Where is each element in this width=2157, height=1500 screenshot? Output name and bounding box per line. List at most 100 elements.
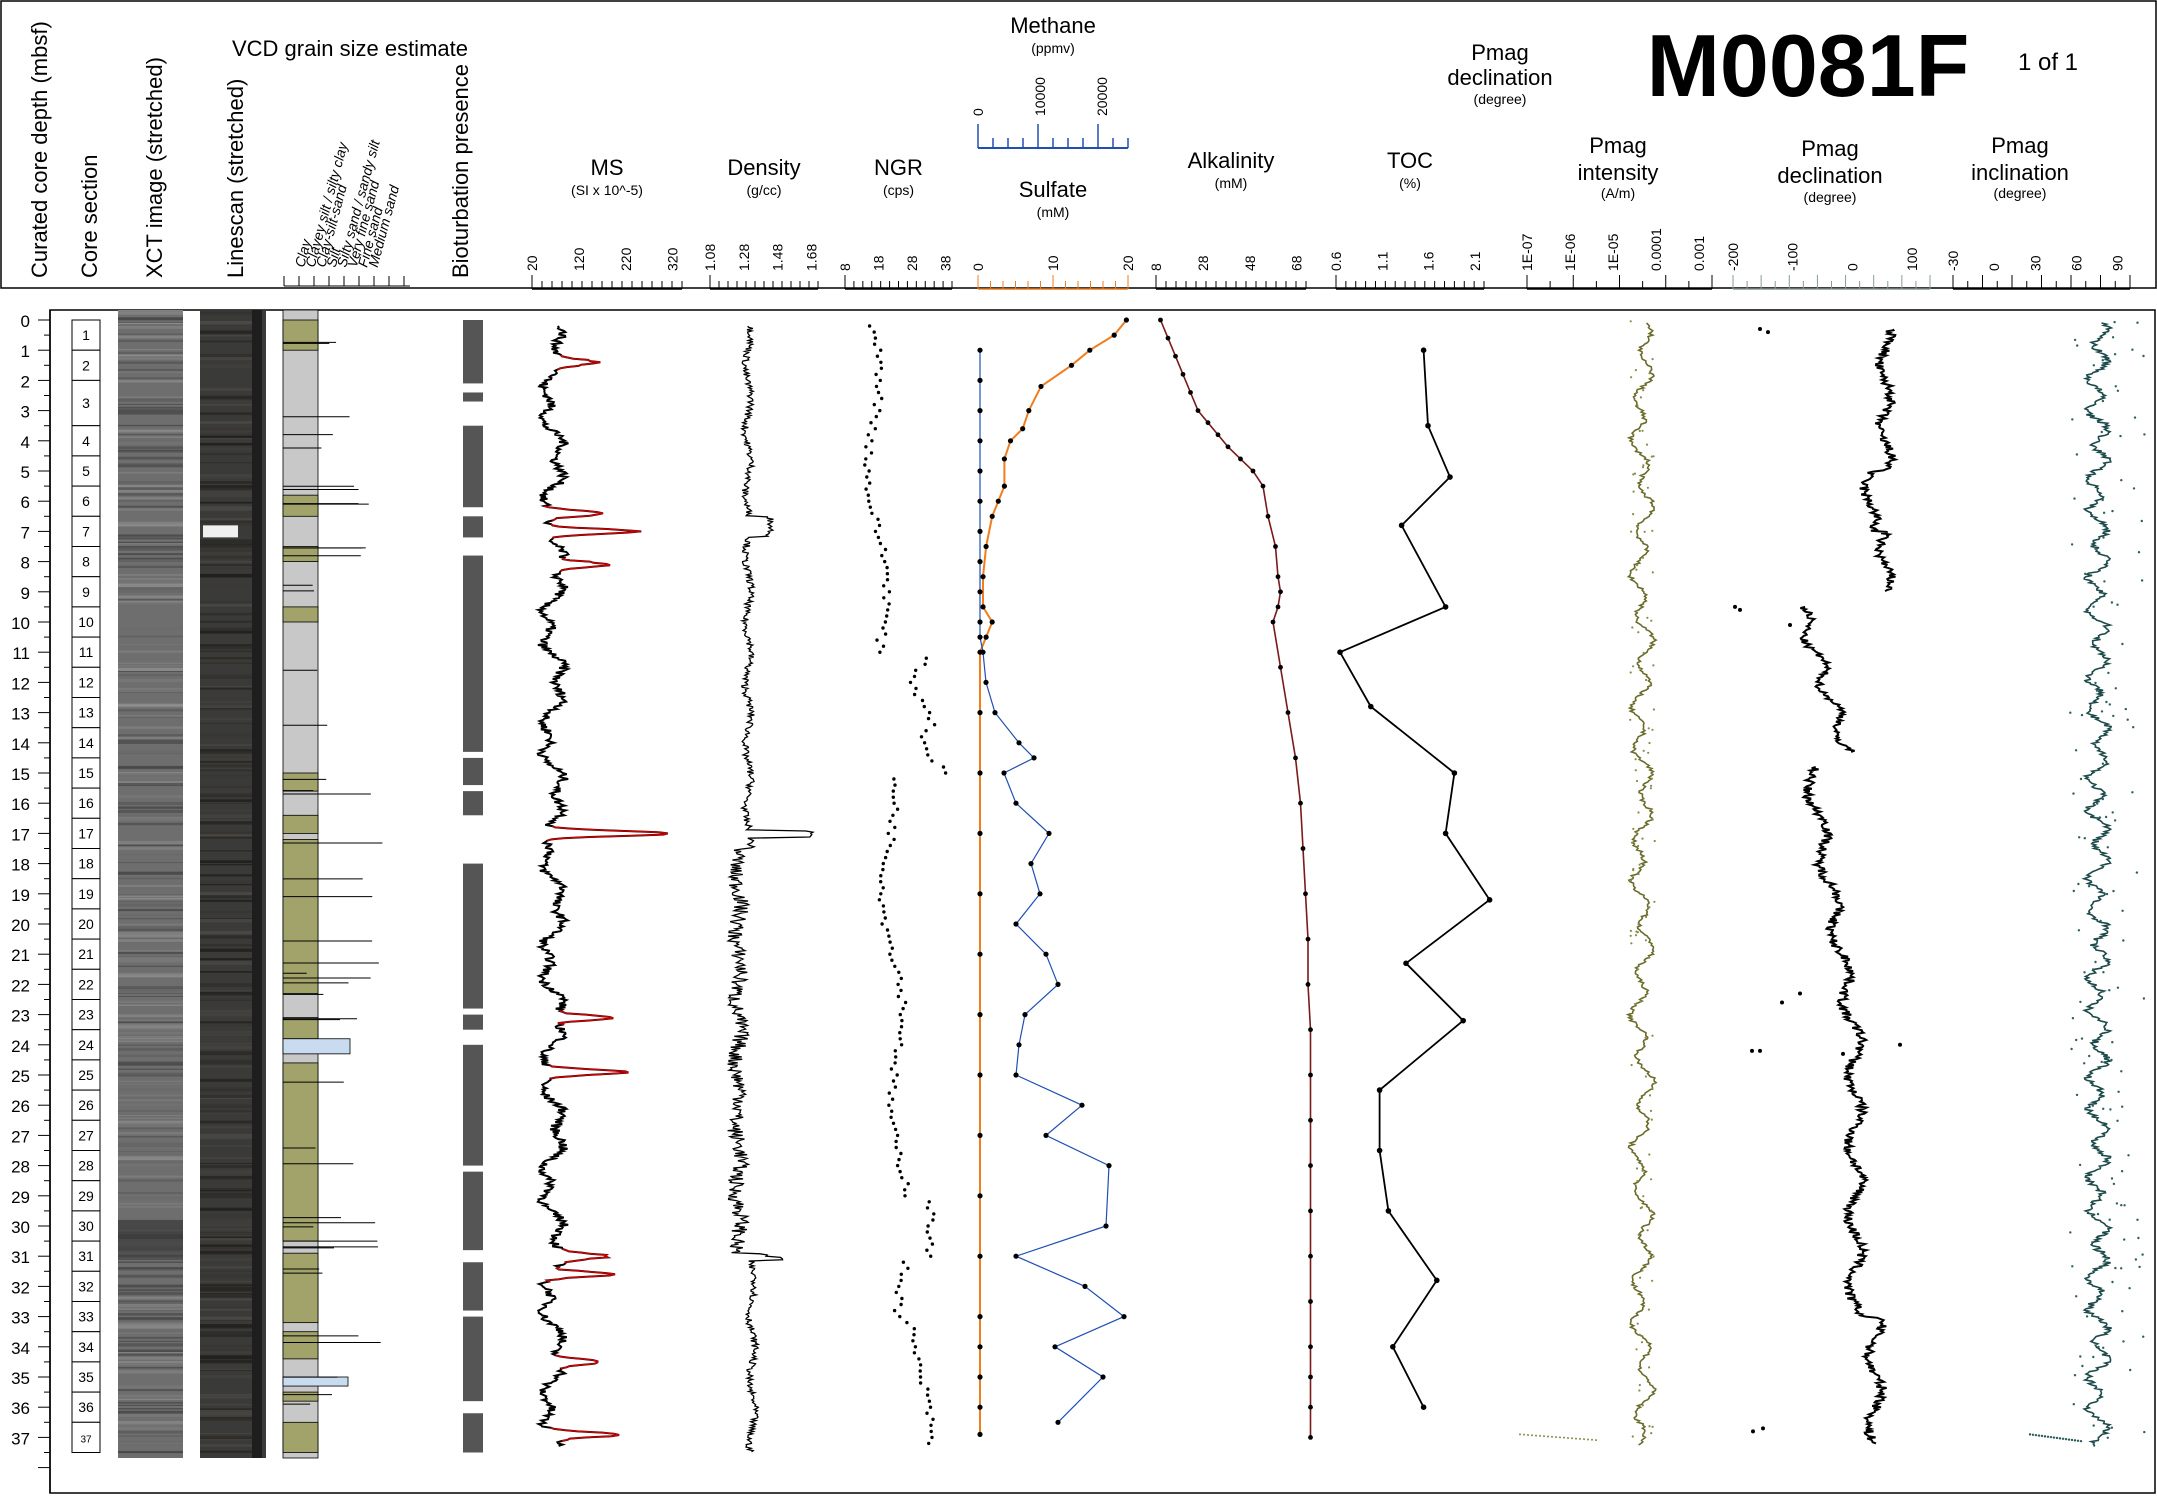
xct-stripe bbox=[118, 537, 183, 540]
xct-stripe bbox=[118, 784, 183, 787]
linescan-stripe bbox=[200, 1408, 252, 1411]
xct-stripe bbox=[118, 871, 183, 875]
depth-tick-label: 17 bbox=[11, 825, 30, 844]
xct-stripe bbox=[118, 534, 183, 537]
xct-stripe bbox=[118, 552, 183, 556]
linescan-texture bbox=[200, 310, 262, 1458]
ngr-point bbox=[878, 408, 882, 413]
pmag-inclination-point bbox=[2123, 1204, 2126, 1207]
pmag_inc-unit: (degree) bbox=[1994, 185, 2047, 201]
xct-stripe bbox=[118, 574, 183, 578]
methane-tick-label: 20000 bbox=[1094, 77, 1110, 116]
ngr-point bbox=[898, 1031, 902, 1035]
core-section-label: 32 bbox=[78, 1278, 94, 1294]
linescan-stripe bbox=[200, 1394, 252, 1396]
alkalinity-point bbox=[1305, 982, 1311, 987]
ngr-point bbox=[891, 795, 895, 799]
xct-stripe bbox=[118, 661, 183, 664]
ngr-point bbox=[882, 584, 886, 588]
sulfate-point bbox=[977, 1404, 983, 1410]
xct-stripe bbox=[118, 333, 183, 336]
core-section-label: 26 bbox=[78, 1097, 94, 1113]
pmag-intensity-point bbox=[1630, 376, 1633, 379]
depth-tick-label: 16 bbox=[11, 795, 30, 814]
pmag-inclination-point bbox=[2106, 846, 2109, 849]
pmag-inclination-point bbox=[2110, 1426, 2114, 1429]
xct-stripe bbox=[118, 716, 183, 718]
core-section-label: 4 bbox=[82, 433, 90, 449]
pmag_inc-tick-label: 30 bbox=[2027, 255, 2043, 271]
core-section-label: 9 bbox=[82, 584, 90, 600]
pmag-intensity-point bbox=[1641, 556, 1644, 559]
xct-stripe bbox=[118, 853, 183, 856]
linescan-stripe bbox=[200, 1120, 252, 1124]
ngr-point bbox=[913, 1345, 918, 1349]
pmag-inclination-point bbox=[2113, 819, 2117, 822]
xct-stripe bbox=[118, 914, 183, 916]
toc-title: TOC bbox=[1387, 148, 1433, 173]
pmag-intensity-point bbox=[1646, 616, 1649, 619]
pmag-intensity-point bbox=[1635, 530, 1639, 534]
pmag-intensity-point bbox=[1630, 530, 1633, 533]
xct-stripe bbox=[118, 674, 183, 677]
linescan-stripe bbox=[200, 952, 252, 955]
core-section-box bbox=[71, 576, 101, 608]
xct-label: XCT image (stretched) bbox=[142, 57, 167, 278]
pmag-inclination-point bbox=[2092, 605, 2095, 608]
pmag-inclination-point bbox=[2141, 1253, 2144, 1256]
linescan-stripe bbox=[200, 1266, 252, 1269]
pmag-inclination-point bbox=[2140, 579, 2144, 582]
xct-stripe bbox=[118, 664, 183, 666]
pmag-inclination-point bbox=[2073, 1374, 2077, 1377]
xct-stripe bbox=[118, 859, 183, 861]
core-section-label: 12 bbox=[78, 674, 94, 690]
methane-tick-label: 0 bbox=[970, 108, 986, 116]
ngr-point bbox=[878, 650, 882, 654]
ngr-point bbox=[929, 1254, 933, 1258]
alkalinity-point bbox=[1308, 1404, 1313, 1410]
core-section-label: 16 bbox=[78, 795, 94, 811]
pmag-intensity-tail bbox=[1595, 1439, 1597, 1442]
pmag-inclination-point bbox=[2102, 511, 2106, 514]
alkalinity-point bbox=[1298, 800, 1303, 806]
ngr-point bbox=[924, 656, 928, 660]
xct-stripe bbox=[118, 1039, 183, 1042]
pmag-inclination-tail bbox=[2073, 1439, 2077, 1442]
xct-stripe bbox=[118, 991, 183, 994]
linescan-stripe bbox=[200, 1335, 252, 1337]
depth-tick-label: 32 bbox=[11, 1278, 30, 1297]
linescan-stripe bbox=[200, 506, 252, 510]
pmag-inclination-point bbox=[2075, 1038, 2078, 1042]
depth-tick-label: 4 bbox=[21, 433, 30, 452]
xct-stripe bbox=[118, 1099, 183, 1101]
xct-stripe bbox=[118, 1308, 183, 1310]
xct-stripe bbox=[118, 771, 183, 775]
xct-stripe bbox=[118, 379, 183, 383]
xct-stripe bbox=[118, 1061, 183, 1063]
pmag-inclination-point bbox=[2117, 1090, 2120, 1094]
sulfate-point bbox=[977, 1374, 983, 1380]
linescan-stripe bbox=[200, 863, 252, 866]
pmag-inclination-point bbox=[2137, 551, 2141, 554]
depth-tick-label: 37 bbox=[11, 1429, 30, 1448]
pmag-intensity-point bbox=[1642, 651, 1645, 655]
linescan-stripe bbox=[200, 1094, 252, 1098]
methane-point bbox=[1055, 981, 1061, 988]
linescan-stripe bbox=[200, 335, 252, 337]
xct-stripe bbox=[118, 965, 183, 967]
pmag-inclination-point bbox=[2111, 811, 2114, 814]
bioturbation-block bbox=[463, 516, 483, 538]
xct-stripe bbox=[118, 441, 183, 445]
pmag-intensity-point bbox=[1632, 827, 1635, 831]
linescan-stripe bbox=[200, 1043, 252, 1045]
grain-class-label: Clay bbox=[291, 237, 314, 269]
pmag-intensity-point bbox=[1648, 956, 1651, 959]
ngr-point bbox=[925, 1248, 929, 1252]
xct-stripe bbox=[118, 1301, 183, 1305]
linescan-stripe bbox=[200, 645, 252, 649]
pmag-inclination-tail bbox=[2058, 1437, 2062, 1440]
pmag-inclination-point bbox=[2136, 321, 2139, 324]
pmag-intensity-point bbox=[1648, 906, 1651, 909]
ngr-title: NGR bbox=[874, 155, 923, 180]
xct-stripe bbox=[118, 1331, 183, 1333]
